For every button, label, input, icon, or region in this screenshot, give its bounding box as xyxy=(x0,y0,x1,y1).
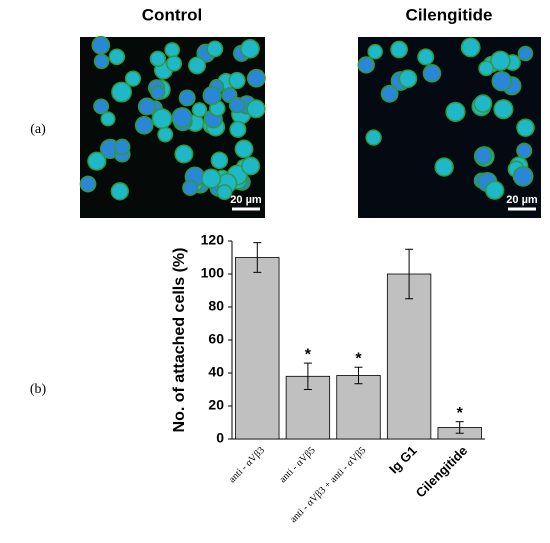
nucleus xyxy=(229,73,245,88)
x-tick-label: anti - αVβ3 xyxy=(227,445,267,485)
bar xyxy=(336,375,381,440)
nucleus xyxy=(230,98,244,112)
nucleus xyxy=(94,99,108,113)
y-tick-label: 0 xyxy=(216,430,224,446)
nucleus xyxy=(446,103,465,121)
nucleus xyxy=(236,141,252,157)
nucleus xyxy=(400,70,416,87)
y-axis-title: No. of attached cells (%) xyxy=(171,248,188,433)
nucleus xyxy=(81,177,95,191)
nucleus xyxy=(462,38,480,56)
nucleus xyxy=(486,182,503,199)
nucleus xyxy=(151,52,165,66)
y-tick-label: 120 xyxy=(201,232,225,248)
scale-label: 20 µm xyxy=(506,194,538,206)
y-tick-label: 80 xyxy=(208,298,224,314)
cells xyxy=(79,35,535,201)
nucleus xyxy=(112,83,131,102)
nucleus xyxy=(93,37,109,54)
nucleus xyxy=(517,119,534,136)
nucleus xyxy=(514,167,532,186)
x-tick-label: Ig G1 xyxy=(386,443,420,477)
y-tick-label: 60 xyxy=(208,331,224,347)
y-tick-label: 20 xyxy=(208,397,224,413)
significance: * xyxy=(457,405,464,422)
nucleus xyxy=(88,153,105,170)
nucleus xyxy=(153,109,171,128)
error-bar xyxy=(354,366,363,385)
nucleus xyxy=(248,70,265,87)
nucleus xyxy=(475,147,492,164)
nucleus xyxy=(136,117,153,134)
nucleus xyxy=(101,112,115,125)
panel-label: (b) xyxy=(30,382,47,397)
nucleus xyxy=(151,86,164,99)
nucleus xyxy=(242,157,259,174)
nucleus xyxy=(382,86,398,102)
nucleus xyxy=(424,65,440,82)
y-tick-label: 40 xyxy=(208,364,224,380)
nucleus xyxy=(519,47,532,60)
nucleus xyxy=(126,72,140,86)
nucleus xyxy=(230,122,245,137)
nucleus xyxy=(95,55,108,68)
nucleus xyxy=(158,128,172,141)
nucleus xyxy=(517,144,531,158)
nucleus xyxy=(493,72,511,90)
scale-label: 20 µm xyxy=(230,194,262,206)
nucleus xyxy=(241,40,259,58)
x-tick-label: anti - αVβ5 xyxy=(277,445,317,485)
nucleus xyxy=(139,98,155,114)
nucleus xyxy=(202,170,220,188)
nucleus xyxy=(247,100,264,117)
significance: * xyxy=(305,346,312,363)
nucleus xyxy=(479,61,493,75)
nucleus xyxy=(173,108,191,127)
image-title: Cilengitide xyxy=(406,5,493,24)
nucleus xyxy=(110,49,124,64)
nucleus xyxy=(193,103,206,117)
error-bar xyxy=(253,242,262,273)
error-bar xyxy=(303,362,312,390)
nucleus xyxy=(366,130,381,145)
nucleus xyxy=(183,181,197,195)
nucleus xyxy=(368,45,382,58)
nucleus xyxy=(435,158,453,176)
nucleus xyxy=(167,56,181,71)
nucleus xyxy=(165,43,179,57)
nucleus xyxy=(218,185,231,199)
nucleus xyxy=(115,140,129,154)
nucleus xyxy=(359,57,374,73)
nucleus xyxy=(494,100,513,118)
bar xyxy=(386,273,432,440)
x-tick-label: Cilengitide xyxy=(413,443,471,501)
significance: * xyxy=(355,350,362,367)
panel-label: (a) xyxy=(30,122,46,137)
error-bar xyxy=(405,248,414,300)
nucleus xyxy=(491,52,510,70)
image-title: Control xyxy=(142,5,202,24)
bar xyxy=(235,257,280,440)
nucleus xyxy=(189,57,205,73)
nucleus xyxy=(391,42,407,57)
error-bar xyxy=(455,421,464,434)
nucleus xyxy=(475,95,491,112)
y-tick-label: 100 xyxy=(201,265,225,281)
nucleus xyxy=(204,87,221,104)
nucleus xyxy=(212,153,227,168)
nucleus xyxy=(175,145,192,162)
nucleus xyxy=(180,90,195,105)
nucleus xyxy=(418,49,433,64)
nucleus xyxy=(112,183,128,199)
nucleus xyxy=(208,42,222,56)
